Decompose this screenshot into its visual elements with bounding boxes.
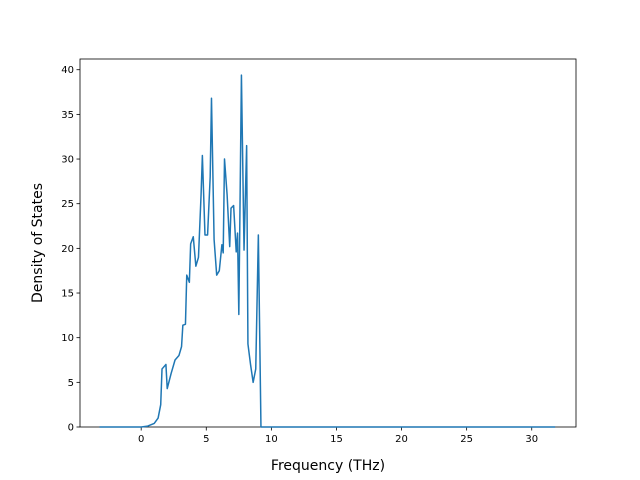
dos-line (99, 74, 556, 428)
axes-frame (79, 58, 577, 428)
y-tick-label: 25 (61, 199, 74, 210)
x-tick-label: 0 (138, 434, 144, 445)
y-tick-label: 0 (68, 423, 74, 434)
y-tick-label: 15 (61, 289, 74, 300)
x-tick-label: 20 (395, 434, 408, 445)
y-axis-label: Density of States (30, 183, 46, 303)
x-axis-label: Frequency (THz) (271, 458, 385, 474)
y-tick-label: 5 (68, 378, 74, 389)
x-tick-label: 5 (203, 434, 209, 445)
y-tick-label: 40 (61, 65, 74, 76)
y-tick-label: 30 (61, 155, 74, 166)
x-tick-label: 15 (330, 434, 343, 445)
x-tick-label: 10 (265, 434, 278, 445)
y-tick-label: 35 (61, 110, 74, 121)
x-tick-label: 25 (460, 434, 473, 445)
x-tick-label: 30 (525, 434, 538, 445)
y-tick-label: 20 (61, 244, 74, 255)
y-tick-label: 10 (61, 333, 74, 344)
